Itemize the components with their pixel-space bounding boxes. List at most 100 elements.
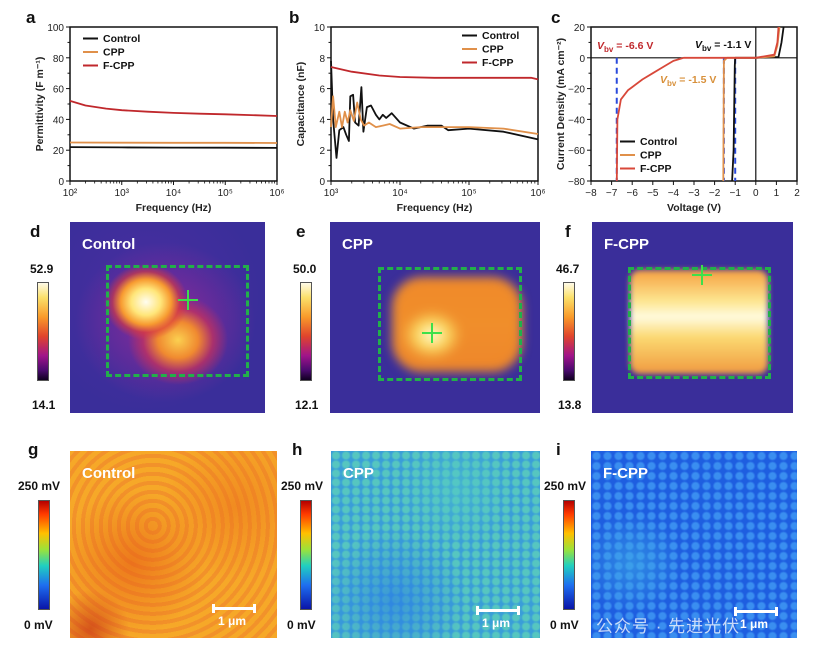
y-tick-label: −80 [568, 177, 585, 188]
panel-label-b: b [289, 8, 300, 27]
sample-label: Control [82, 236, 136, 253]
y-tick-label: 4 [319, 115, 325, 126]
plot-frame [69, 26, 278, 182]
vbv-subscript: bv [604, 45, 614, 54]
panel-label-e: e [296, 222, 306, 241]
x-axis-label: Voltage (V) [667, 202, 721, 214]
y-axis-label: Permittivity (F m⁻¹) [34, 57, 46, 152]
colorbar-thermal [37, 282, 49, 381]
series-line-control [69, 146, 278, 149]
thermal-map-fcpp: F-CPP [592, 222, 793, 413]
y-tick-label: 10 [314, 23, 326, 34]
y-tick-label: 20 [574, 23, 586, 34]
scale-bar-label: 1 μm [740, 617, 769, 631]
legend-label: F-CPP [103, 60, 135, 72]
vbv-value: = -1.5 V [676, 74, 716, 86]
x-tick-label: 10⁶ [530, 188, 545, 199]
sample-label: F-CPP [603, 465, 648, 482]
colorbar-min: 14.1 [32, 398, 56, 412]
sample-label: Control [82, 465, 136, 482]
y-tick-label: 40 [53, 115, 65, 126]
y-tick-label: 80 [53, 54, 65, 65]
legend-label: Control [640, 136, 677, 148]
vbv-value: = -1.1 V [711, 39, 751, 51]
chart-b: 10³ 10⁴ 10⁵ 10⁶ 0 2 4 6 8 10 Frequency (Hz) Capacit… [295, 23, 546, 214]
colorbar-min: 13.8 [558, 398, 582, 412]
y-tick-label: 100 [47, 23, 64, 34]
colorbar-max: 46.7 [556, 262, 580, 276]
panel-label-a: a [26, 8, 36, 27]
x-tick-label: 10⁵ [461, 188, 476, 199]
x-tick-label: 10² [63, 188, 78, 199]
legend-label: Control [482, 30, 519, 42]
chart-a: 10² 10³ 10⁴ 10⁵ 10⁶ 0 20 40 60 80 100 Frequency (Hz… [34, 23, 285, 214]
y-tick-label: 0 [319, 177, 325, 188]
heat-spot [392, 277, 522, 372]
x-tick-label: 10⁶ [269, 188, 284, 199]
x-tick-label: −5 [647, 188, 659, 199]
x-tick-label: 2 [794, 188, 800, 199]
legend-label: F-CPP [482, 57, 514, 69]
vbv-annotation: Vbv = -1.5 V [660, 74, 716, 88]
legend-label: Control [103, 33, 140, 45]
colorbar-potential [38, 500, 50, 610]
vbv-symbol: V [660, 74, 668, 86]
scale-bar [212, 604, 256, 613]
sample-label: F-CPP [604, 236, 649, 253]
x-tick-label: −3 [688, 188, 700, 199]
vbv-symbol: V [597, 40, 605, 52]
x-tick-label: 10⁵ [218, 188, 233, 199]
panel-label-i: i [556, 440, 561, 459]
scale-bar [734, 607, 778, 616]
y-tick-label: 2 [319, 146, 325, 157]
x-tick-label: −7 [606, 188, 618, 199]
x-tick-label: 0 [753, 188, 759, 199]
colorbar-max: 50.0 [293, 262, 317, 276]
x-tick-label: −2 [709, 188, 721, 199]
panel-label-g: g [28, 440, 39, 459]
x-tick-label: −4 [668, 188, 680, 199]
panel-label-c: c [551, 8, 561, 27]
x-tick-label: 10³ [115, 188, 130, 199]
colorbar-max: 52.9 [30, 262, 54, 276]
colorbar-max: 250 mV [544, 479, 587, 493]
vbv-symbol: V [695, 39, 703, 51]
x-axis-label: Frequency (Hz) [397, 202, 473, 214]
x-tick-label: −1 [729, 188, 741, 199]
colorbar-potential [563, 500, 575, 610]
colorbar-potential [300, 500, 312, 610]
roi-box [628, 267, 771, 379]
legend-label: F-CPP [640, 163, 672, 175]
y-axis-label: Current Density (mA cm⁻²) [555, 38, 567, 170]
colorbar-max: 250 mV [18, 479, 61, 493]
series-line-f-cpp [615, 26, 780, 182]
series-line-f-cpp [69, 100, 278, 117]
x-tick-label: 10⁴ [392, 188, 407, 199]
scale-bar-label: 1 μm [218, 614, 247, 628]
sample-label: CPP [343, 465, 374, 482]
chart-c: −8 −7 −6 −5 −4 −3 −2 −1 0 1 2 −80 −60 −40 −20 0 20 Voltag… [555, 23, 800, 214]
y-tick-label: 0 [579, 54, 585, 65]
colorbar-min: 0 mV [287, 618, 316, 632]
colorbar-min: 0 mV [550, 618, 579, 632]
y-tick-label: −40 [568, 115, 585, 126]
colorbar-thermal [563, 282, 575, 381]
series-line-f-cpp [330, 66, 539, 81]
y-axis-label: Capacitance (nF) [295, 62, 307, 147]
heat-spot [70, 222, 265, 413]
kpfm-map-fcpp: F-CPP 1 μm [591, 451, 797, 638]
roi-box [378, 267, 522, 381]
panel-label-d: d [30, 222, 41, 241]
crosshair-marker [422, 323, 442, 343]
colorbar-max: 250 mV [281, 479, 324, 493]
legend-label: CPP [640, 150, 662, 162]
y-tick-label: −20 [568, 85, 585, 96]
legend-label: CPP [482, 44, 504, 56]
y-tick-label: 0 [58, 177, 64, 188]
sample-label: CPP [342, 236, 373, 253]
y-tick-label: −60 [568, 146, 585, 157]
y-tick-label: 6 [319, 85, 325, 96]
kpfm-map-control: Control 1 μm [70, 451, 277, 638]
